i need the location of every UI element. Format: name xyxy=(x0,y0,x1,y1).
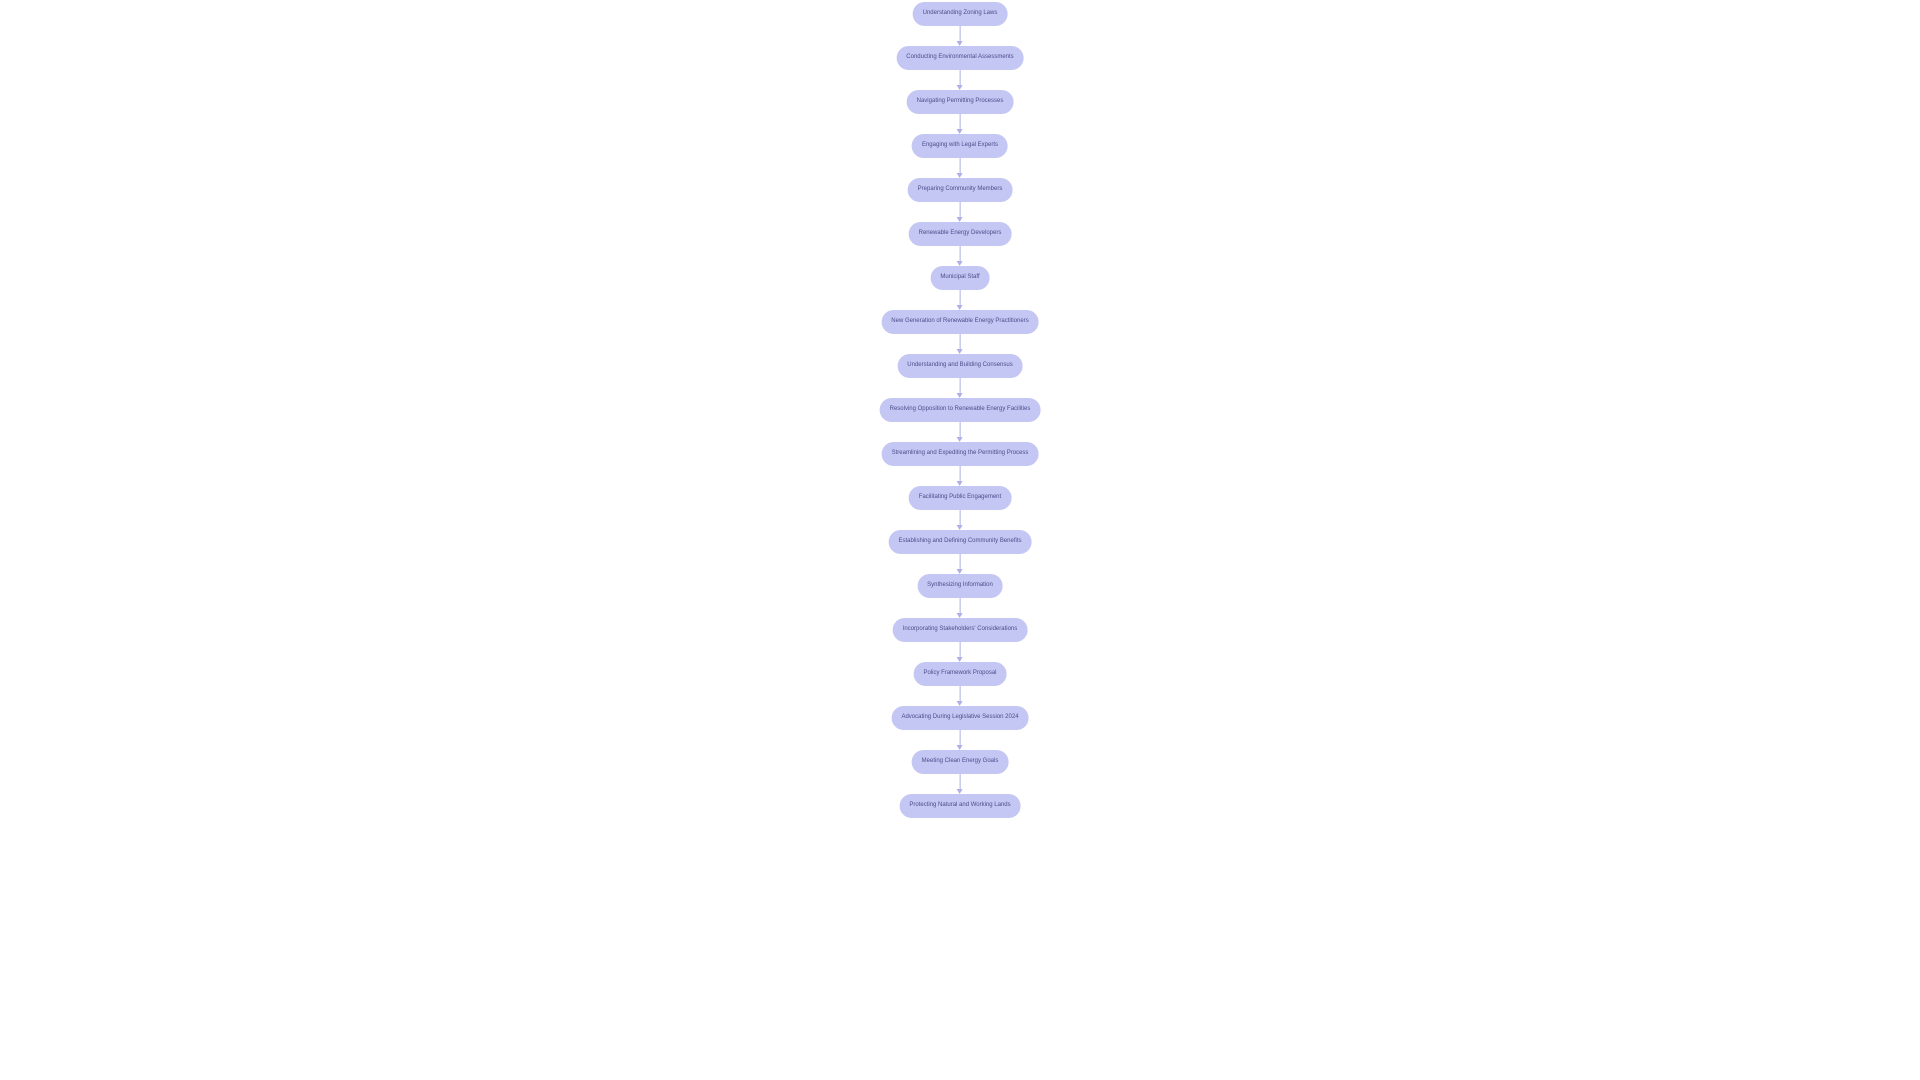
flow-edge xyxy=(957,598,963,618)
edge-line xyxy=(960,290,961,305)
edge-line xyxy=(960,202,961,217)
edge-line xyxy=(960,466,961,481)
edge-line xyxy=(960,422,961,437)
flow-edge xyxy=(957,466,963,486)
flow-node: Synthesizing Information xyxy=(917,574,1003,598)
edge-line xyxy=(960,26,961,41)
flow-node: Resolving Opposition to Renewable Energy… xyxy=(880,398,1041,422)
edge-line xyxy=(960,774,961,789)
flow-node: Renewable Energy Developers xyxy=(909,222,1012,246)
flow-edge xyxy=(957,686,963,706)
flow-node: Understanding Zoning Laws xyxy=(913,2,1008,26)
flow-edge xyxy=(957,158,963,178)
edge-line xyxy=(960,246,961,261)
flow-node: Navigating Permitting Processes xyxy=(907,90,1014,114)
flow-edge xyxy=(957,422,963,442)
flow-edge xyxy=(957,246,963,266)
flow-node: Advocating During Legislative Session 20… xyxy=(891,706,1028,730)
flow-node: Facilitating Public Engagement xyxy=(909,486,1011,510)
flow-node: Municipal Staff xyxy=(930,266,989,290)
flow-node: Protecting Natural and Working Lands xyxy=(899,794,1020,818)
edge-line xyxy=(960,510,961,525)
edge-line xyxy=(960,334,961,349)
flow-node: Establishing and Defining Community Bene… xyxy=(888,530,1031,554)
edge-line xyxy=(960,554,961,569)
flow-node: Streamlining and Expediting the Permitti… xyxy=(882,442,1039,466)
flow-edge xyxy=(957,730,963,750)
flow-edge xyxy=(957,202,963,222)
edge-line xyxy=(960,686,961,701)
edge-line xyxy=(960,114,961,129)
edge-line xyxy=(960,378,961,393)
edge-line xyxy=(960,730,961,745)
flow-edge xyxy=(957,334,963,354)
flow-node: Understanding and Building Consensus xyxy=(897,354,1022,378)
flow-edge xyxy=(957,70,963,90)
flow-edge xyxy=(957,290,963,310)
edge-line xyxy=(960,642,961,657)
flow-node: New Generation of Renewable Energy Pract… xyxy=(881,310,1038,334)
flow-edge xyxy=(957,774,963,794)
flow-node: Engaging with Legal Experts xyxy=(912,134,1008,158)
flow-edge xyxy=(957,378,963,398)
flow-node: Conducting Environmental Assessments xyxy=(896,46,1023,70)
flow-node: Policy Framework Proposal xyxy=(913,662,1006,686)
flow-edge xyxy=(957,114,963,134)
edge-line xyxy=(960,70,961,85)
flowchart-container: Understanding Zoning Laws Conducting Envi… xyxy=(880,2,1041,818)
edge-line xyxy=(960,598,961,613)
edge-line xyxy=(960,158,961,173)
flow-node: Meeting Clean Energy Goals xyxy=(912,750,1009,774)
flow-edge xyxy=(957,510,963,530)
flow-edge xyxy=(957,642,963,662)
flow-node: Preparing Community Members xyxy=(908,178,1013,202)
flow-edge xyxy=(957,26,963,46)
flow-node: Incorporating Stakeholders' Consideratio… xyxy=(893,618,1028,642)
flow-edge xyxy=(957,554,963,574)
